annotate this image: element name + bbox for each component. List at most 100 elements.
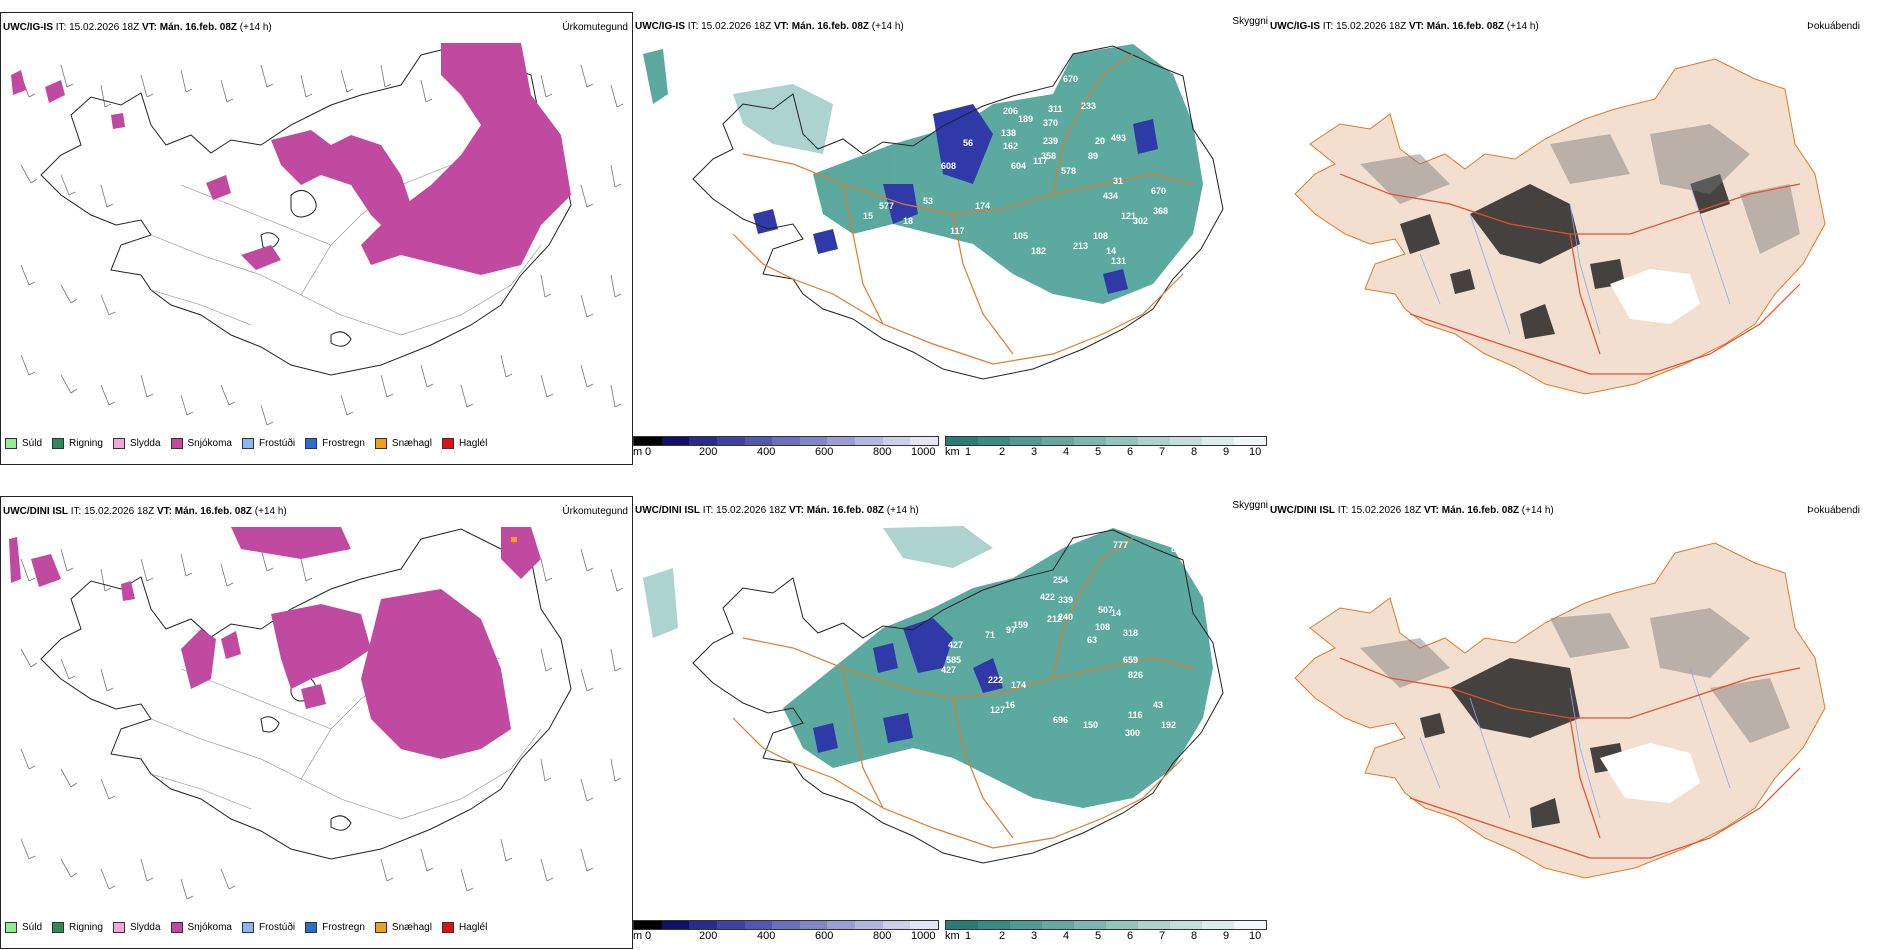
height-colorbar: m 0 200 400 600 800 1000 [633,920,943,949]
cloud-base-label: 108 [1093,231,1108,241]
panel-header: UWC/IG-IS IT: 15.02.2026 18Z VT: Mán. 16… [1270,21,1539,32]
visibility-tick: 2 [999,930,1006,942]
legend-swatch [374,438,387,449]
height-unit: m [633,446,643,458]
colorbar-segment [1138,437,1170,445]
colorbar-segment [1106,437,1138,445]
visibility-tick: 1 [965,446,972,458]
height-tick: 0 [645,446,652,458]
precip-legend: Súld Rigning Slydda Snjókoma Frostúði Fr… [5,438,487,449]
cloud-base-label: 254 [1053,575,1068,585]
panel-header: UWC/IG-IS IT: 15.02.2026 18Z VT: Mán. 16… [635,21,904,32]
roads [1339,657,1801,859]
fog-index-panel-row2: UWC/DINI ISL IT: 15.02.2026 18Z VT: Mán.… [1270,496,1900,949]
legend-swatch [305,438,318,449]
colorbar-segment [634,437,662,445]
visibility-tick: 9 [1223,446,1230,458]
legend-item-rain: Rigning [52,922,103,933]
low-cloud-areas [813,618,1003,753]
cloud-base-label: 182 [1031,246,1046,256]
cloud-base-label: 20 [1095,136,1105,146]
road-network [732,53,1194,365]
height-tick: 200 [699,446,718,458]
cloud-base-label: 427 [941,665,956,675]
cloud-base-label: 222 [988,675,1003,685]
cloud-base-label: 507 [1098,605,1113,615]
legend-item-freezing-drizzle: Frostúði [241,922,295,933]
cloud-base-label: 608 [941,161,956,171]
visibility-tick: 5 [1095,930,1102,942]
cloud-base-label: 137 [876,251,891,261]
colorbar-segment [1202,437,1234,445]
cloud-base-label: 127 [878,236,893,246]
fog-index-panel-row1: UWC/IG-IS IT: 15.02.2026 18Z VT: Mán. 16… [1270,12,1900,465]
cloud-base-label: 982 [1195,570,1210,580]
cloud-base-label: 53 [923,196,933,206]
cloud-base-label: 370 [1043,118,1058,128]
fog-dark-areas [1400,174,1730,339]
height-tick: 400 [757,930,776,942]
cloud-base-label: 87 [1171,544,1181,554]
cloud-base-label: 696 [1053,715,1068,725]
cloud-base-label: 71 [985,630,995,640]
cloud-base-label: 159 [1013,620,1028,630]
cloud-base-label: 108 [1095,622,1110,632]
colorbar-segment [1138,921,1170,929]
visibility-tick: 5 [1095,446,1102,458]
road-network [150,164,542,336]
legend-item-snow: Snjókoma [170,922,232,933]
colorbar-segment [1202,921,1234,929]
visibility-colorbar-bar [945,436,1267,446]
visibility-tick: 2 [999,446,1006,458]
colorbar-segment [910,921,939,929]
legend-swatch [170,438,183,449]
colorbar-segment [1010,921,1042,929]
legend-swatch [441,438,454,449]
colorbar-segment [661,921,690,929]
height-unit: m [633,930,643,942]
cloud-base-label: 493 [1111,133,1126,143]
colorbar-segment [882,437,911,445]
visibility-tick: 4 [1063,446,1070,458]
legend-swatch [305,922,318,933]
cloud-base-label: 89 [1088,151,1098,161]
cloud-base-label: 777 [1113,540,1128,550]
colorbar-segment [1074,437,1106,445]
height-tick: 1000 [911,930,936,942]
cloud-base-label: 127 [990,705,1005,715]
legend-swatch [170,922,183,933]
cloud-base-label: 358 [1041,151,1056,161]
legend-item-hail: Haglél [441,438,487,449]
panel-title: Úrkomutegund [562,22,628,33]
fog-map [1294,542,1826,879]
colorbar-segment [634,921,662,929]
colorbar-segment [661,437,690,445]
colorbar-segment [978,437,1010,445]
visibility-tick: 7 [1159,930,1166,942]
cloud-base-label: 670 [1063,74,1078,84]
visibility-tick: 10 [1249,446,1262,458]
panel-title: Úrkomutegund [562,506,628,517]
legend-swatch [441,922,454,933]
colorbar-segment [1170,921,1202,929]
visibility-tick: 6 [1127,930,1134,942]
colorbar-segment [744,921,773,929]
cloud-base-label: 368 [1153,206,1168,216]
cloud-base-label: 15 [863,211,873,221]
cloud-base-label: 434 [1103,191,1118,201]
legend-item-freezing-rain: Frostregn [305,922,365,933]
visibility-tick: 3 [1031,930,1038,942]
precip-type-map [9,527,624,900]
legend-item-snow-pellets: Snæhagl [374,438,432,449]
height-colorbar: m 0 200 400 600 800 1000 [633,436,943,465]
colorbar-segment [946,437,978,445]
cloud-visibility-panel-row2: UWC/DINI ISL IT: 15.02.2026 18Z VT: Mán.… [633,496,1270,949]
cloud-base-label: 192 [1161,720,1176,730]
legend-item-snow: Snjókoma [170,438,232,449]
visibility-unit: km [945,446,960,458]
cloud-base-label: 14 [1111,608,1121,618]
legend-item-snow-pellets: Snæhagl [374,922,432,933]
colorbar-segment [716,921,745,929]
legend-swatch [374,922,387,933]
